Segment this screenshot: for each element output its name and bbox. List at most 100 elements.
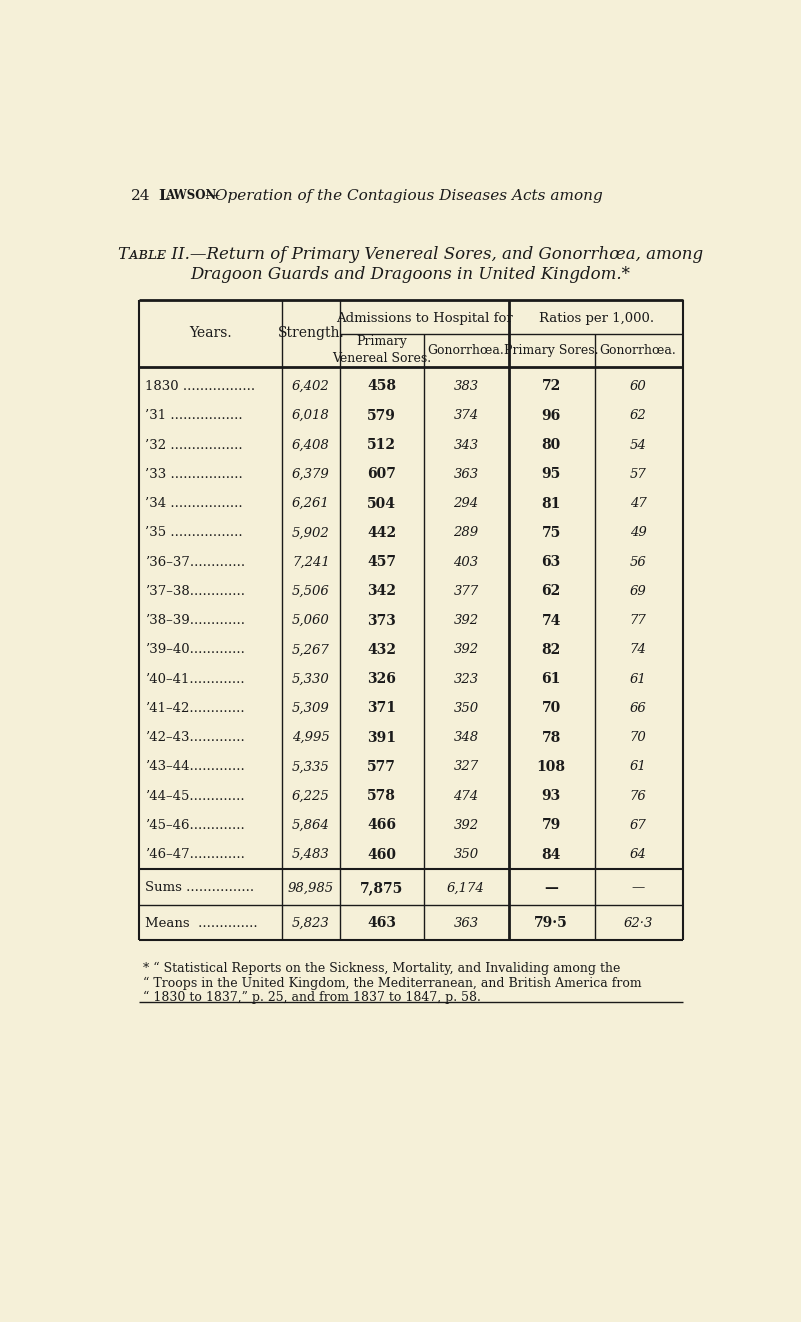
Text: Means  ..............: Means .............. — [145, 916, 258, 929]
Text: 61: 61 — [630, 760, 646, 773]
Text: 374: 374 — [453, 410, 478, 422]
Text: Years.: Years. — [189, 327, 231, 340]
Text: 6,261: 6,261 — [292, 497, 330, 510]
Text: 76: 76 — [630, 789, 646, 802]
Text: 81: 81 — [541, 497, 561, 510]
Text: 392: 392 — [453, 644, 478, 656]
Text: —: — — [544, 880, 558, 895]
Text: 371: 371 — [367, 702, 396, 715]
Text: AWSON: AWSON — [165, 189, 216, 202]
Text: 363: 363 — [453, 468, 478, 481]
Text: 5,267: 5,267 — [292, 644, 330, 656]
Text: —: — — [631, 882, 645, 894]
Text: 377: 377 — [453, 584, 478, 598]
Text: 6,174: 6,174 — [447, 882, 485, 894]
Text: 56: 56 — [630, 555, 646, 568]
Text: 79: 79 — [541, 818, 561, 833]
Text: 62: 62 — [541, 584, 561, 599]
Text: ’39–40.............: ’39–40............. — [145, 644, 245, 656]
Text: 350: 350 — [453, 849, 478, 861]
Text: 363: 363 — [453, 916, 478, 929]
Text: 6,225: 6,225 — [292, 789, 330, 802]
Text: 607: 607 — [367, 467, 396, 481]
Text: 466: 466 — [367, 818, 396, 833]
Text: 98,985: 98,985 — [288, 882, 334, 894]
Text: “ Troops in the United Kingdom, the Mediterranean, and British America from: “ Troops in the United Kingdom, the Medi… — [143, 977, 642, 990]
Text: ’41–42.............: ’41–42............. — [145, 702, 244, 715]
Text: Gonorrhœa.: Gonorrhœa. — [600, 344, 676, 357]
Text: 474: 474 — [453, 789, 478, 802]
Text: 7,875: 7,875 — [360, 880, 403, 895]
Text: 93: 93 — [541, 789, 561, 804]
Text: 348: 348 — [453, 731, 478, 744]
Text: ’34 .................: ’34 ................. — [145, 497, 243, 510]
Text: 1830 .................: 1830 ................. — [145, 379, 256, 393]
Text: 62: 62 — [630, 410, 646, 422]
Text: 66: 66 — [630, 702, 646, 715]
Text: 6,408: 6,408 — [292, 439, 330, 452]
Text: ’40–41.............: ’40–41............. — [145, 673, 244, 686]
Text: 5,483: 5,483 — [292, 849, 330, 861]
Text: 327: 327 — [453, 760, 478, 773]
Text: Dragoon Guards and Dragoons in United Kingdom.*: Dragoon Guards and Dragoons in United Ki… — [190, 266, 630, 283]
Text: 460: 460 — [367, 847, 396, 862]
Text: 82: 82 — [541, 642, 561, 657]
Text: ’38–39.............: ’38–39............. — [145, 613, 245, 627]
Text: 403: 403 — [453, 555, 478, 568]
Text: 5,902: 5,902 — [292, 526, 330, 539]
Text: ’43–44.............: ’43–44............. — [145, 760, 245, 773]
Text: 78: 78 — [541, 731, 561, 744]
Text: 60: 60 — [630, 379, 646, 393]
Text: 62·3: 62·3 — [623, 916, 653, 929]
Text: ’36–37.............: ’36–37............. — [145, 555, 245, 568]
Text: 289: 289 — [453, 526, 478, 539]
Text: ’45–46.............: ’45–46............. — [145, 818, 245, 832]
Text: Ratios per 1,000.: Ratios per 1,000. — [538, 312, 654, 324]
Text: 5,060: 5,060 — [292, 613, 330, 627]
Text: 74: 74 — [541, 613, 561, 628]
Text: Tᴀʙʟᴇ II.—Return of Primary Venereal Sores, and Gonorrhœa, among: Tᴀʙʟᴇ II.—Return of Primary Venereal Sor… — [118, 246, 702, 263]
Text: 512: 512 — [367, 438, 396, 452]
Text: 70: 70 — [541, 702, 561, 715]
Text: 392: 392 — [453, 818, 478, 832]
Text: 61: 61 — [630, 673, 646, 686]
Text: 5,823: 5,823 — [292, 916, 330, 929]
Text: 578: 578 — [367, 789, 396, 804]
Text: 74: 74 — [630, 644, 646, 656]
Text: 67: 67 — [630, 818, 646, 832]
Text: Primary
Venereal Sores.: Primary Venereal Sores. — [332, 336, 431, 365]
Text: 392: 392 — [453, 613, 478, 627]
Text: 350: 350 — [453, 702, 478, 715]
Text: —: — — [205, 189, 220, 202]
Text: ’35 .................: ’35 ................. — [145, 526, 243, 539]
Text: 383: 383 — [453, 379, 478, 393]
Text: 95: 95 — [541, 467, 561, 481]
Text: 294: 294 — [453, 497, 478, 510]
Text: 77: 77 — [630, 613, 646, 627]
Text: 373: 373 — [367, 613, 396, 628]
Text: ’42–43.............: ’42–43............. — [145, 731, 245, 744]
Text: 79·5: 79·5 — [534, 916, 568, 931]
Text: 96: 96 — [541, 408, 561, 423]
Text: 6,402: 6,402 — [292, 379, 330, 393]
Text: 24: 24 — [131, 189, 151, 202]
Text: “ 1830 to 1837,” p. 25, and from 1837 to 1847, p. 58.: “ 1830 to 1837,” p. 25, and from 1837 to… — [143, 992, 481, 1005]
Text: ’37–38.............: ’37–38............. — [145, 584, 245, 598]
Text: Operation of the Contagious Diseases Acts among: Operation of the Contagious Diseases Act… — [215, 189, 602, 202]
Text: 458: 458 — [367, 379, 396, 394]
Text: 64: 64 — [630, 849, 646, 861]
Text: 108: 108 — [537, 760, 566, 773]
Text: 577: 577 — [367, 760, 396, 773]
Text: Admissions to Hospital for: Admissions to Hospital for — [336, 312, 513, 324]
Text: * “ Statistical Reports on the Sickness, Mortality, and Invaliding among the: * “ Statistical Reports on the Sickness,… — [143, 961, 620, 976]
Text: 63: 63 — [541, 555, 561, 568]
Text: 342: 342 — [367, 584, 396, 599]
Text: 57: 57 — [630, 468, 646, 481]
Text: 326: 326 — [367, 672, 396, 686]
Text: 75: 75 — [541, 526, 561, 539]
Text: 6,379: 6,379 — [292, 468, 330, 481]
Text: 49: 49 — [630, 526, 646, 539]
Text: ’44–45.............: ’44–45............. — [145, 789, 244, 802]
Text: 579: 579 — [367, 408, 396, 423]
Text: 504: 504 — [367, 497, 396, 510]
